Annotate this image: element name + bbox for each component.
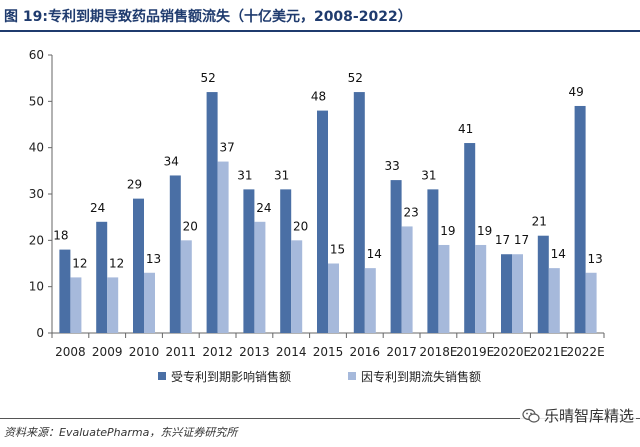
x-tick-label: 2019E (456, 345, 494, 359)
source-note: 资料来源：EvaluatePharma，东兴证券研究所 (4, 426, 238, 439)
x-tick-label: 2011 (166, 345, 197, 359)
data-label: 20 (293, 219, 308, 233)
bar-series-2 (180, 240, 192, 333)
source-bar: 资料来源：EvaluatePharma，东兴证券研究所 (0, 418, 640, 439)
data-label: 23 (403, 205, 418, 219)
bar-series-1 (537, 235, 549, 333)
bar-series-2 (70, 277, 82, 333)
bar-series-2 (401, 226, 413, 333)
y-tick-label: 60 (29, 48, 44, 62)
legend-swatch-2 (348, 372, 356, 380)
bar-series-1 (390, 180, 402, 333)
y-tick-label: 20 (29, 233, 44, 247)
data-label: 48 (311, 90, 326, 104)
data-label: 13 (587, 252, 602, 266)
data-label: 52 (348, 71, 363, 85)
data-label: 37 (219, 141, 234, 155)
title-bar: 图 19:专利到期导致药品销售额流失（十亿美元，2008-2022） (0, 0, 640, 32)
y-tick-label: 0 (36, 326, 44, 340)
data-label: 24 (256, 201, 271, 215)
bar-series-1 (206, 92, 218, 333)
x-tick-label: 2009 (92, 345, 123, 359)
bar-series-1 (464, 143, 476, 333)
bar-series-2 (254, 221, 266, 333)
data-label: 17 (514, 233, 529, 247)
bar-series-1 (501, 254, 512, 333)
data-label: 52 (200, 71, 215, 85)
data-label: 12 (72, 256, 87, 270)
data-label: 20 (183, 219, 198, 233)
legend-label-1: 受专利到期影响销售额 (171, 369, 291, 384)
data-label: 49 (568, 85, 583, 99)
bar-series-2 (475, 244, 487, 333)
x-tick-label: 2022E (567, 345, 605, 359)
wechat-icon (522, 408, 540, 423)
x-tick-label: 2017 (386, 345, 417, 359)
data-label: 14 (551, 247, 566, 261)
data-label: 14 (367, 247, 382, 261)
data-label: 33 (384, 159, 399, 173)
data-label: 31 (274, 168, 289, 182)
watermark-text: 乐晴智库精选 (543, 407, 634, 425)
x-tick-label: 2018E (419, 345, 457, 359)
legend-label-2: 因专利到期流失销售额 (361, 369, 481, 384)
bar-series-2 (364, 268, 376, 333)
x-tick-label: 2010 (129, 345, 160, 359)
y-tick-label: 30 (29, 187, 44, 201)
watermark: 乐晴智库精选 (519, 405, 636, 426)
bar-series-1 (574, 105, 586, 333)
bar-series-2 (144, 272, 155, 333)
data-label: 31 (237, 168, 252, 182)
bar-series-1 (59, 249, 71, 333)
x-tick-label: 2012 (202, 345, 233, 359)
bar-series-1 (317, 110, 328, 333)
bar-series-1 (427, 189, 439, 333)
data-label: 19 (477, 224, 492, 238)
data-label: 41 (458, 122, 473, 136)
legend-swatch-1 (158, 372, 166, 380)
bar-series-2 (548, 268, 560, 333)
x-tick-label: 2021E (530, 345, 568, 359)
data-label: 29 (127, 178, 142, 192)
y-tick-label: 40 (29, 141, 44, 155)
x-tick-label: 2016 (350, 345, 381, 359)
bar-series-2 (512, 254, 523, 333)
bar-series-1 (280, 189, 292, 333)
bar-series-2 (217, 161, 229, 333)
data-label: 13 (146, 252, 161, 266)
data-label: 15 (330, 243, 345, 257)
bar-series-1 (353, 92, 365, 333)
x-tick-label: 2020E (493, 345, 531, 359)
chart-title: 图 19:专利到期导致药品销售额流失（十亿美元，2008-2022） (4, 9, 412, 25)
data-label: 18 (53, 229, 68, 243)
bar-series-1 (243, 189, 255, 333)
bar-series-2 (438, 244, 450, 333)
bar-series-1 (133, 198, 144, 333)
y-tick-label: 50 (29, 94, 44, 108)
data-label: 19 (440, 224, 455, 238)
data-label: 34 (164, 154, 179, 168)
data-label: 24 (90, 201, 105, 215)
bar-series-1 (96, 221, 108, 333)
y-tick-label: 10 (29, 280, 44, 294)
x-tick-label: 2013 (239, 345, 270, 359)
bar-series-2 (107, 277, 119, 333)
data-label: 17 (495, 233, 510, 247)
data-label: 31 (421, 168, 436, 182)
data-label: 21 (532, 215, 547, 229)
x-tick-label: 2015 (313, 345, 344, 359)
bar-series-1 (169, 175, 181, 333)
bar-series-2 (328, 263, 339, 333)
x-tick-label: 2014 (276, 345, 307, 359)
data-label: 12 (109, 256, 124, 270)
bar-series-2 (585, 272, 597, 333)
x-tick-label: 2008 (55, 345, 86, 359)
bar-series-2 (291, 240, 303, 333)
